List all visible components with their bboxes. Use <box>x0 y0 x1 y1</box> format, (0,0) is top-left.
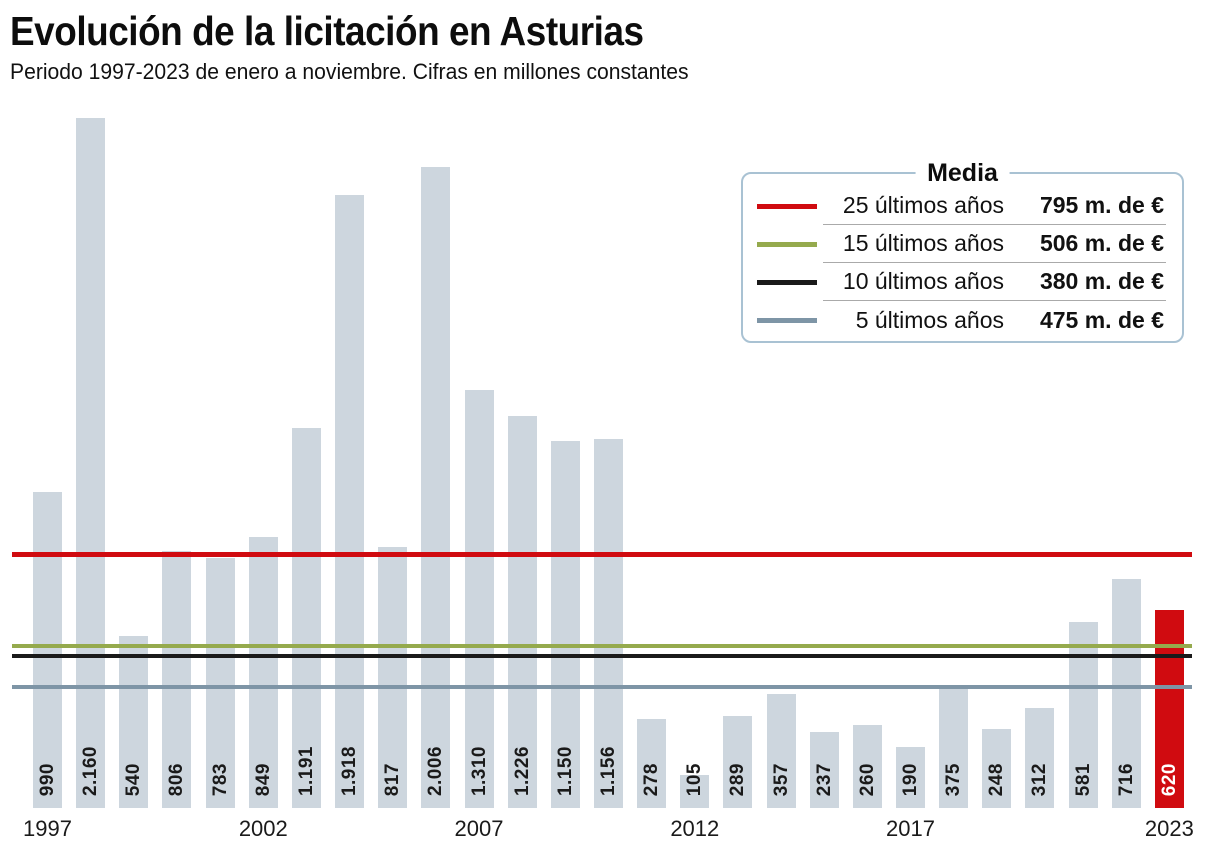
bar-value-label-2021: 581 <box>1072 762 1094 796</box>
legend-row-15-years: 15 últimos años 506 m. de € <box>757 225 1166 263</box>
bar-value-label-2011: 278 <box>641 762 663 796</box>
reference-line-media-25-anos <box>12 551 1192 557</box>
bar-value-label-1998: 2.160 <box>80 745 102 796</box>
legend: Media 25 últimos años 795 m. de € 15 últ… <box>741 158 1184 343</box>
bar-2002: 849 <box>248 536 278 808</box>
bar-value-label-2015: 237 <box>813 762 835 796</box>
x-axis-label-2002: 2002 <box>238 816 288 841</box>
bar-2003: 1.191 <box>291 427 321 808</box>
bar-2019: 248 <box>982 728 1012 808</box>
bar-value-label-2007: 1.310 <box>468 745 490 796</box>
legend-value: 506 m. de € <box>1039 230 1164 256</box>
bar-value-label-2012: 105 <box>684 762 706 796</box>
slate-line-swatch <box>757 317 817 323</box>
bar-value-label-1997: 990 <box>37 762 58 797</box>
bar-2022: 716 <box>1111 579 1141 808</box>
legend-row-25-years: 25 últimos años 795 m. de € <box>757 187 1166 225</box>
bar-value-label-2009: 1.150 <box>554 745 576 796</box>
bar-value-label-2005: 817 <box>382 762 404 796</box>
legend-label: 10 últimos años <box>842 268 1004 294</box>
bar-1997: 990 <box>33 491 62 809</box>
bar-2006: 2.006 <box>421 167 451 808</box>
bar-1999: 540 <box>119 635 149 808</box>
bar-2007: 1.310 <box>464 389 494 808</box>
legend-value: 795 m. de € <box>1039 192 1164 218</box>
bar-value-label-2003: 1.191 <box>295 745 317 796</box>
black-line-swatch <box>757 279 817 285</box>
bar-2018: 375 <box>939 688 969 808</box>
legend-value: 475 m. de € <box>1039 306 1164 333</box>
bar-2021: 581 <box>1068 622 1098 808</box>
bar-2020: 312 <box>1025 708 1055 808</box>
bar-1998: 2.160 <box>76 118 106 808</box>
bar-value-label-2008: 1.226 <box>511 745 533 796</box>
bar-value-label-2016: 260 <box>856 762 878 796</box>
bar-value-label-2013: 289 <box>727 762 749 796</box>
bar-2001: 783 <box>205 557 235 808</box>
page-title: Evolución de la licitación en Asturias <box>10 8 644 54</box>
bar-2016: 260 <box>852 724 882 808</box>
bar-2000: 806 <box>162 550 192 808</box>
bar-value-label-2020: 312 <box>1029 762 1051 796</box>
bar-2015: 237 <box>809 732 839 808</box>
x-axis-label-2023: 2023 <box>1144 816 1194 841</box>
page-subtitle: Periodo 1997-2023 de enero a noviembre. … <box>10 59 689 84</box>
bar-2012: 105 <box>680 763 710 808</box>
legend-label: 15 últimos años <box>842 230 1004 256</box>
bar-value-label-2017: 190 <box>900 762 921 796</box>
bar-value-label-2022: 716 <box>1115 762 1137 796</box>
bar-value-label-2023: 620 <box>1158 762 1180 796</box>
legend-row-10-years: 10 últimos años 380 m. de € <box>757 263 1166 301</box>
x-axis-label-2007: 2007 <box>454 816 504 841</box>
bar-value-label-2018: 375 <box>943 762 965 796</box>
bar-value-label-2019: 248 <box>986 762 1008 796</box>
reference-line-media-15-anos <box>12 644 1192 649</box>
reference-line-media-10-anos <box>12 654 1192 659</box>
bar-value-label-2002: 849 <box>252 762 274 796</box>
bar-value-label-2001: 783 <box>209 762 231 796</box>
bar-2010: 1.156 <box>593 438 623 808</box>
legend-title: Media <box>915 158 1010 188</box>
bar-2011: 278 <box>637 719 667 808</box>
legend-row-text: 15 últimos años 506 m. de € <box>823 225 1166 263</box>
x-axis-label-2017: 2017 <box>886 816 935 841</box>
bar-2017: 190 <box>896 747 925 808</box>
bar-2005: 817 <box>378 547 408 808</box>
legend-label: 5 últimos años <box>855 306 1004 333</box>
legend-label: 25 últimos años <box>842 192 1004 218</box>
legend-row-5-years: 5 últimos años 475 m. de € <box>757 301 1166 339</box>
highlighted-bar-2023: 620 <box>1154 609 1184 808</box>
bar-2013: 289 <box>723 715 753 808</box>
x-axis-label-1997: 1997 <box>23 816 72 841</box>
bar-2008: 1.226 <box>507 416 537 808</box>
legend-value: 380 m. de € <box>1039 268 1164 294</box>
legend-row-text: 5 últimos años 475 m. de € <box>823 301 1166 339</box>
bar-value-label-2000: 806 <box>166 762 188 796</box>
bar-value-label-2014: 357 <box>770 762 792 796</box>
bar-2014: 357 <box>766 694 796 808</box>
bar-2004: 1.918 <box>335 195 365 808</box>
bar-value-label-2006: 2.006 <box>425 745 447 796</box>
bar-2009: 1.150 <box>550 440 580 808</box>
bar-value-label-2010: 1.156 <box>597 745 619 796</box>
legend-row-text: 25 últimos años 795 m. de € <box>823 187 1166 225</box>
x-axis-label-2012: 2012 <box>670 816 720 841</box>
bar-value-label-2004: 1.918 <box>339 745 361 796</box>
green-line-swatch <box>757 241 817 247</box>
red-line-swatch <box>757 203 817 209</box>
bar-value-label-1999: 540 <box>123 762 145 796</box>
legend-row-text: 10 últimos años 380 m. de € <box>823 263 1166 301</box>
reference-line-media-5-anos <box>12 684 1192 689</box>
